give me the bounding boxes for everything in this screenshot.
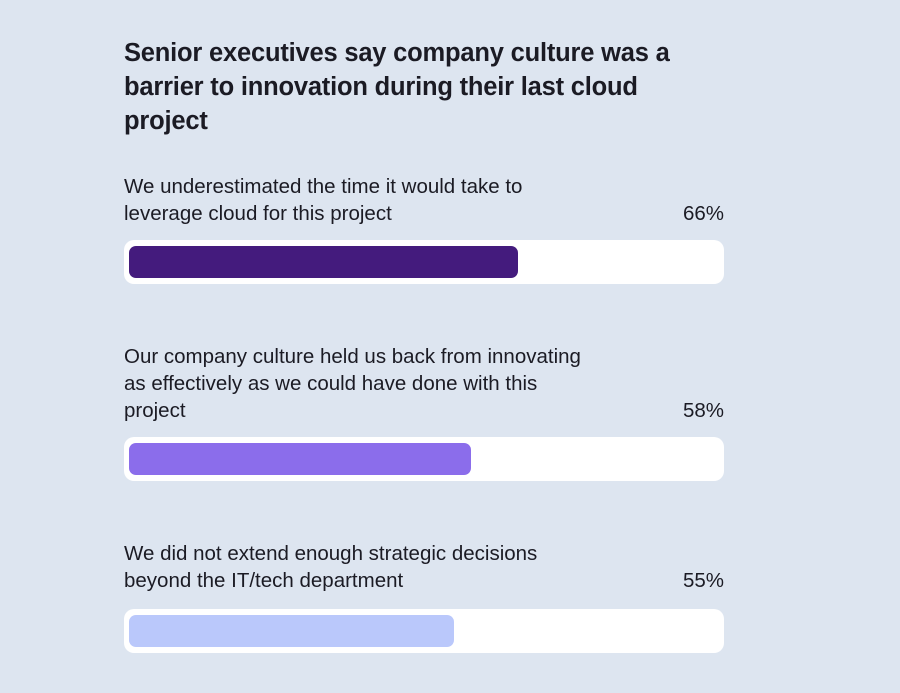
- bar-value-label: 66%: [682, 202, 724, 225]
- bar-label: We did not extend enough strategic decis…: [124, 542, 538, 592]
- bar-item: We underestimated the time it would take…: [124, 172, 724, 227]
- bar-item: Our company culture held us back from in…: [124, 342, 724, 424]
- bar-fill: [129, 246, 518, 278]
- bar-fill: [129, 615, 454, 647]
- bar-value-label: 55%: [682, 569, 724, 592]
- bar-label: We underestimated the time it would take…: [124, 175, 523, 225]
- bar-item: We did not extend enough strategic decis…: [124, 540, 724, 594]
- bar-track: [124, 437, 724, 481]
- bar-track: [124, 240, 724, 284]
- bar-track: [124, 609, 724, 653]
- bar-value-label: 58%: [682, 399, 724, 422]
- chart-title: Senior executives say company culture wa…: [124, 39, 670, 135]
- bar-fill: [129, 443, 471, 475]
- bar-label: Our company culture held us back from in…: [124, 345, 581, 422]
